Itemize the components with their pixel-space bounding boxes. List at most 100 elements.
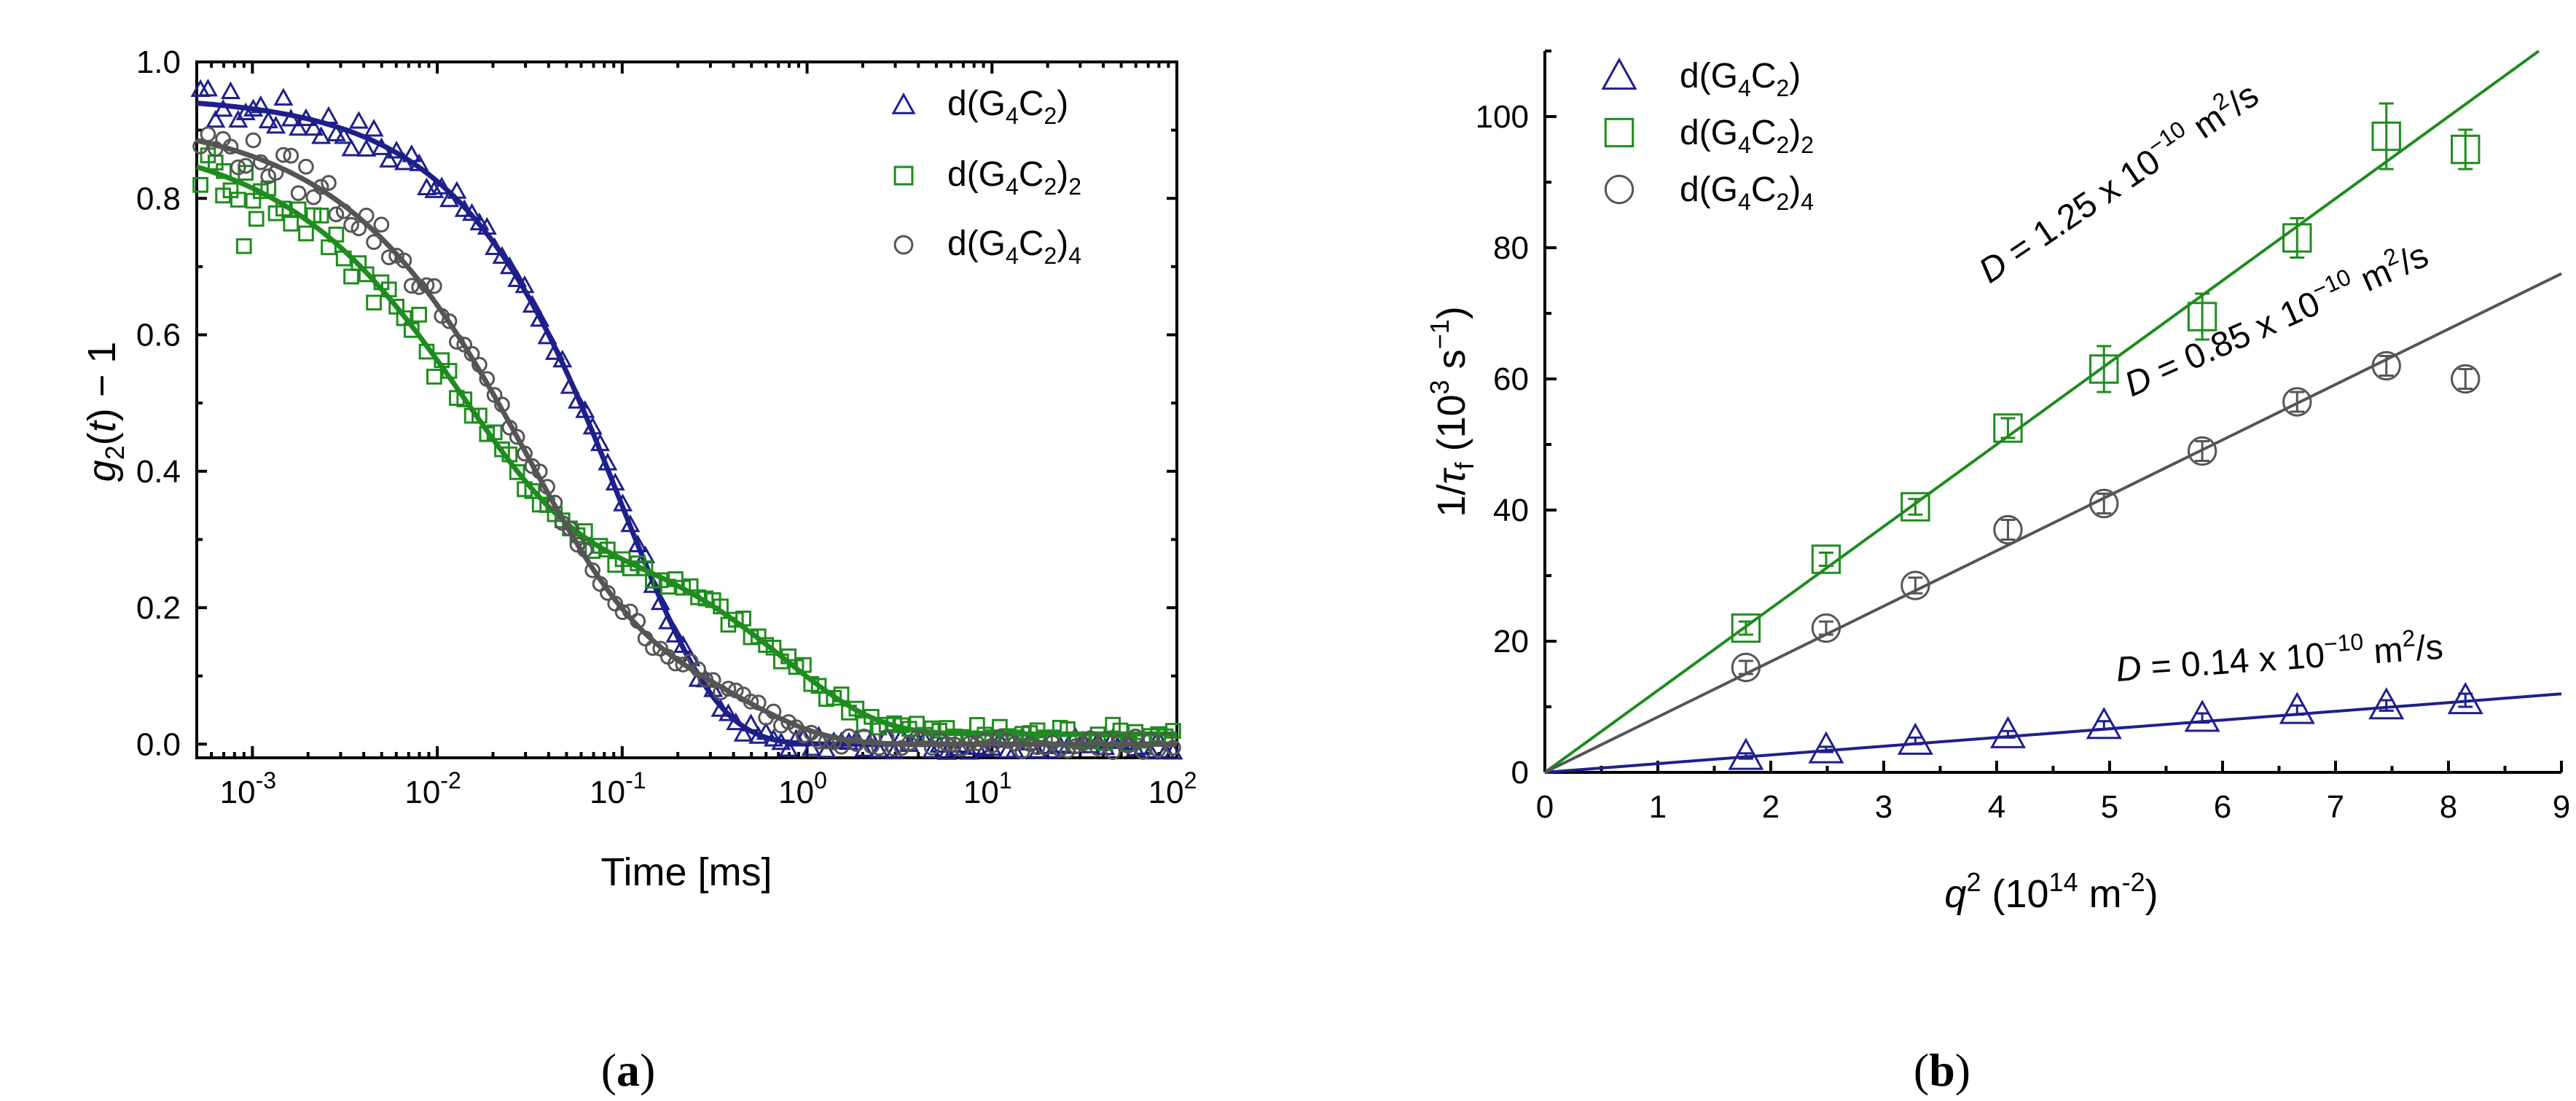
- panel-b-point: [2447, 681, 2483, 715]
- panel-a-point: [456, 391, 473, 407]
- panel-b-point: [2282, 387, 2312, 417]
- panel-b-x-tick-label: 5: [2101, 789, 2118, 825]
- panel-b-point: [2089, 354, 2119, 384]
- panel-a-point: [816, 740, 837, 759]
- panel-b-legend-marker-circle: [1604, 174, 1635, 205]
- panel-a-point: [1165, 740, 1181, 756]
- panel-a-point: [733, 724, 753, 742]
- panel-a-point: [507, 269, 528, 287]
- panel-a-point: [213, 98, 233, 117]
- panel-a-point: [266, 115, 286, 134]
- panel-b-legend: d(G4C2) d(G4C2)2 d(G4C2)4: [1601, 57, 1814, 215]
- panel-b-point: [2089, 488, 2119, 519]
- panel-a-point: [348, 111, 369, 129]
- panel-b-x-tick-label: 8: [2440, 789, 2457, 825]
- panel-a-point: [298, 225, 314, 242]
- panel-b-fit-line: [1543, 50, 2540, 774]
- panel-a-point: [273, 87, 294, 106]
- panel-a-point: [884, 741, 904, 760]
- panel-b-x-tick-label: 1: [1649, 789, 1667, 825]
- panel-b-y-axis-label: 1/τf (103 s−1): [1425, 306, 1479, 517]
- panel-a-point: [411, 307, 428, 323]
- panel-a-legend-marker-circle: [893, 235, 914, 255]
- panel-a-point: [426, 278, 442, 294]
- panel-a-point: [944, 738, 965, 756]
- panel-a-point: [931, 732, 947, 748]
- panel-b-data: [1728, 102, 2483, 770]
- panel-b-point: [2184, 700, 2220, 732]
- panel-b-legend-label: d(G4C2)2: [1680, 114, 1814, 158]
- panel-b-point: [2187, 302, 2217, 332]
- panel-b-x-tick-label: 7: [2327, 789, 2344, 825]
- panel-a-point: [869, 740, 889, 759]
- panel-a-point: [283, 147, 300, 164]
- panel-a-point: [200, 126, 216, 143]
- panel-a-legend-marker-square: [893, 165, 914, 186]
- panel-a-point: [258, 110, 278, 129]
- panel-a-y-tick-label: 0.0: [136, 726, 181, 762]
- panel-b-x-ticks: 0 1 2 3 4 5 6 7 8 9: [1536, 761, 2570, 825]
- panel-b-y-tick-label: 0: [1511, 755, 1529, 791]
- panel-b-y-ticks: 0 20 40 60 80 100: [1476, 50, 1557, 791]
- panel-a-point: [289, 117, 309, 136]
- panel-b-point: [2371, 121, 2401, 152]
- panel-b-diffusion-label: D = 0.14 x 10−10 m2/s: [2115, 623, 2445, 689]
- panel-b-point: [1731, 613, 1761, 643]
- panel-a-point: [396, 252, 412, 269]
- panel-b-fit-line: [1544, 272, 2562, 774]
- panel-b-point: [2451, 134, 2481, 165]
- panel-a-point: [999, 732, 1016, 749]
- panel-a-point: [334, 126, 354, 144]
- panel-a-point: [298, 158, 314, 175]
- panel-b-point: [1731, 652, 1761, 683]
- panel-a-point: [260, 168, 277, 184]
- panel-a-point: [1140, 741, 1161, 760]
- panel-a-point: [351, 220, 367, 237]
- panel-b-series-triangle: [1728, 681, 2483, 770]
- panel-a-point: [235, 102, 256, 120]
- panel-a-x-tick-label: 100: [778, 767, 827, 810]
- panel-a-point: [366, 294, 382, 311]
- panel-b-fit-lines: [1543, 50, 2562, 774]
- panel-a-point: [230, 192, 246, 208]
- panel-a-point: [283, 216, 300, 232]
- panel-a-legend-marker-triangle: [891, 92, 916, 114]
- panel-a-point: [522, 294, 542, 313]
- panel-a-point: [614, 604, 631, 620]
- panel-b-point: [1993, 514, 2023, 545]
- panel-b-y-tick-label: 100: [1476, 99, 1529, 135]
- panel-b-point: [1993, 413, 2023, 443]
- panel-a-point: [424, 180, 445, 198]
- panel-a-point: [509, 428, 525, 445]
- panel-a-point: [1165, 723, 1181, 739]
- panel-a: 0.0 0.2 0.4 0.6 0.8 1.0 10-3 10-2 10-1 100 101 102…: [80, 44, 1197, 1096]
- panel-a-point: [530, 309, 550, 327]
- panel-b-x-tick-label: 3: [1875, 789, 1892, 825]
- panel-b-point: [1808, 731, 1844, 764]
- panel-a-point: [220, 81, 241, 100]
- panel-a-x-tick-label: 101: [963, 767, 1012, 810]
- panel-a-point: [205, 109, 226, 128]
- panel-b-point: [1900, 492, 1930, 522]
- panel-a-point: [290, 185, 307, 201]
- panel-a-point: [1112, 733, 1129, 750]
- panel-a-point: [343, 216, 359, 233]
- panel-a-point: [1163, 742, 1183, 760]
- panel-a-fit-curve: [196, 101, 1177, 747]
- panel-a-point: [238, 157, 254, 174]
- panel-a-y-tick-label: 0.8: [136, 181, 181, 216]
- panel-a-point: [341, 138, 361, 157]
- panel-a-point: [248, 211, 265, 227]
- panel-a-point: [492, 246, 512, 265]
- panel-a-point: [1042, 741, 1062, 759]
- panel-a-legend-label: d(G4C2)2: [947, 155, 1081, 200]
- panel-a-point: [441, 313, 458, 329]
- panel-b-series-circle: [1731, 350, 2481, 683]
- panel-b-point: [2282, 223, 2312, 253]
- panel-a-y-ticks: 0.0 0.2 0.4 0.6 0.8 1.0: [136, 44, 1177, 762]
- panel-a-point: [379, 149, 399, 168]
- panel-a-point: [366, 234, 382, 251]
- panel-a-point: [192, 176, 208, 193]
